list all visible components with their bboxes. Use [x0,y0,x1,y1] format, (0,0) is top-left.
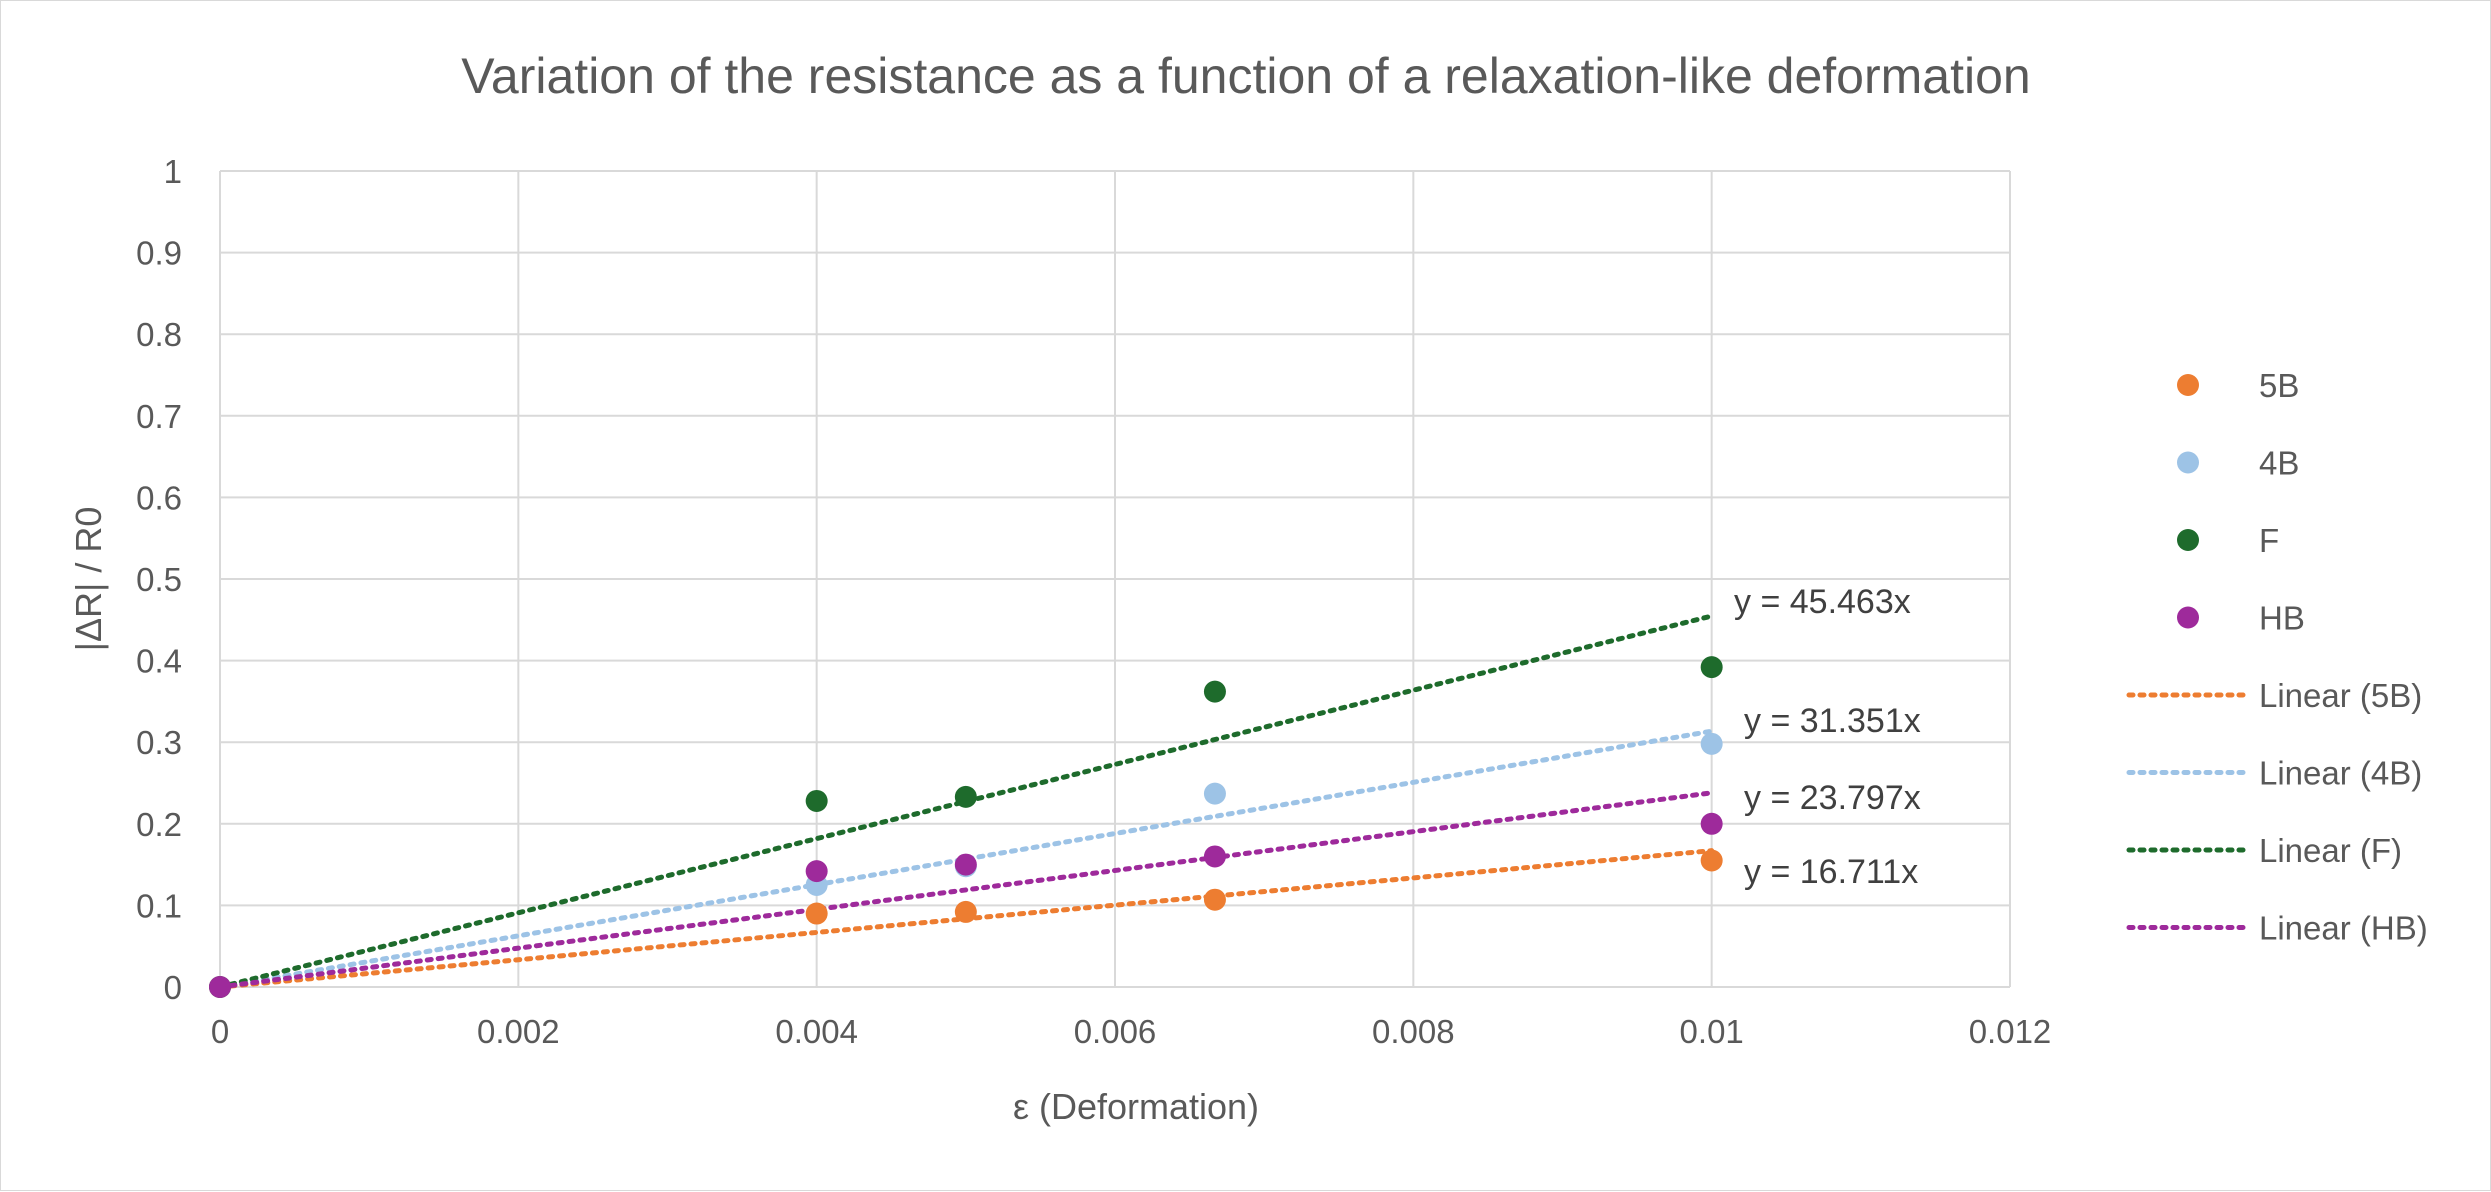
point-5b [1700,849,1723,872]
point-hb [1203,845,1226,868]
y-tick-label: 0.5 [136,561,182,598]
legend-label-hb: HB [2259,600,2305,637]
data-points [209,656,1723,998]
trendline-hb [217,790,1715,990]
legend-label-linear-5b: Linear (5B) [2259,677,2422,714]
x-tick-label: 0.008 [1372,1013,1455,1050]
y-tick-label: 0.3 [136,724,182,761]
x-tick-label: 0.012 [1969,1013,2052,1050]
y-tick-label: 0.6 [136,479,182,516]
y-tick-label: 0.2 [136,806,182,843]
legend-label-5b: 5B [2259,367,2299,404]
point-f [1203,680,1226,703]
x-tick-label: 0.002 [477,1013,560,1050]
legend-marker-f [2177,529,2199,551]
y-tick-label: 0.8 [136,316,182,353]
legend-label-linear-f: Linear (F) [2259,832,2402,869]
legend-marker-5b [2177,374,2199,396]
point-5b [1203,888,1226,911]
x-tick-label: 0.004 [775,1013,858,1050]
x-tick-label: 0.01 [1680,1013,1744,1050]
legend-label-4b: 4B [2259,445,2299,482]
point-4b [1203,782,1226,805]
point-f [954,785,977,808]
point-hb [805,860,828,883]
y-tick-label: 0.1 [136,887,182,924]
equation-4b: y = 31.351x [1744,702,1921,740]
legend: 5B 4B F HB Linear (5B) Linear (4B) Linear (F) L… [2126,367,2428,947]
x-tick-label: 0.006 [1074,1013,1157,1050]
y-tick-label: 0.9 [136,235,182,272]
y-tick-label: 1 [164,153,182,190]
legend-label-linear-hb: Linear (HB) [2259,910,2428,947]
equation-f: y = 45.463x [1734,583,1911,621]
point-4b [1700,732,1723,755]
grid [219,170,2011,988]
legend-label-f: F [2259,522,2279,559]
point-hb [1700,812,1723,835]
equation-hb: y = 23.797x [1744,779,1921,817]
tick-labels: 0 0.1 0.2 0.3 0.4 0.5 0.6 0.7 0.8 0.9 1 0 0.002 0.004… [136,153,2051,1050]
equation-5b: y = 16.711x [1744,853,1918,891]
legend-label-linear-4b: Linear (4B) [2259,755,2422,792]
point-f [805,789,828,812]
trendline-equations: y = 16.711x y = 31.351x y = 45.463x y = 23.… [1734,583,1921,891]
chart-title: Variation of the resistance as a functio… [461,48,2030,104]
legend-marker-hb [2177,606,2199,629]
x-axis-title: ε (Deformation) [1013,1086,1259,1127]
x-tick-label: 0 [211,1013,229,1050]
y-axis-title: |ΔR| / R0 [68,507,109,652]
point-5b [954,900,977,923]
point-f [1700,656,1723,679]
point-hb [209,976,231,998]
point-hb [954,853,977,876]
y-tick-label: 0 [164,969,182,1006]
y-tick-label: 0.4 [136,643,182,680]
legend-marker-4b [2177,451,2199,474]
point-5b [805,902,828,925]
y-tick-label: 0.7 [136,398,182,435]
